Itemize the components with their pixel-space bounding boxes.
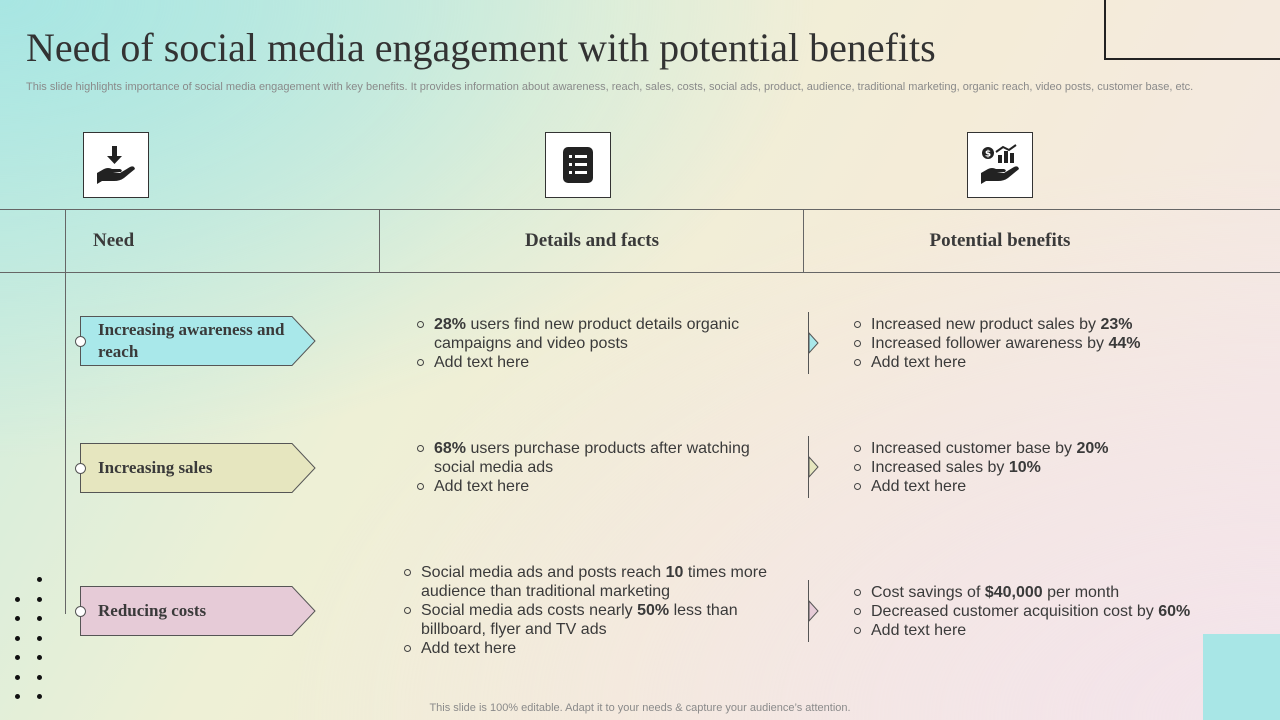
bullet-post-text: users find new product details organic c… [434,316,740,352]
money-growth-hand-icon: $ [967,132,1033,198]
bullet-item: Add text here [403,639,773,658]
bullet-pre-text: Add text here [421,640,517,657]
timeline-line [65,209,66,614]
bullet-item: 68% users purchase products after watchi… [416,439,786,477]
column-header-need: Need [93,230,135,251]
header-divider-2 [803,209,804,272]
need-label: Reducing costs [98,601,207,620]
dot [37,694,42,699]
corner-frame-decoration [1104,0,1280,60]
dot [37,596,42,602]
bullet-bold-text: $40,000 [984,584,1043,601]
bullet-bold-text: 10% [1008,459,1041,476]
bullet-pre-text: Social media ads costs nearly [421,602,638,619]
document-list-icon [545,132,611,198]
column-header-details: Details and facts [524,230,660,251]
bullet-bold-text: 20% [1076,440,1109,457]
bullet-item: Increased sales by 10% [853,458,1233,477]
bullet-pre-text: Add text here [871,622,967,639]
bullet-item: Increased customer base by 20% [853,439,1233,458]
bullet-post-text: less than billboard, flyer and TV ads [421,602,738,638]
bullet-item: Add text here [416,353,786,372]
page-subtitle: This slide highlights importance of soci… [26,81,1194,93]
dot [37,635,42,641]
dot [15,655,20,660]
dot [15,635,20,641]
divider-arrow [808,312,822,374]
dot-grid-decoration [10,575,50,715]
bullet-pre-text: Increased new product sales by [871,316,1101,333]
bullet-post-text: users purchase products after watching s… [434,440,750,476]
teal-block-decoration [1203,634,1280,720]
benefits-list: Increased new product sales by 23% Increa… [853,315,1233,372]
bullet-item: Social media ads and posts reach 10 time… [403,563,773,601]
bullet-item: Add text here [853,477,1233,496]
footer-note: This slide is 100% editable. Adapt it to… [429,702,851,714]
timeline-node [75,463,86,474]
bullet-pre-text: Increased customer base by [871,440,1077,457]
divider-arrow [808,436,822,498]
bullet-item: Add text here [853,621,1233,640]
column-header-benefits: Potential benefits [929,230,1071,251]
bullet-bold-text: 50% [637,602,670,619]
details-list: 28% users find new product details organ… [416,315,786,372]
header-bottom-divider [0,272,1280,273]
timeline-node [75,606,86,617]
dot [15,694,20,699]
bullet-item: Cost savings of $40,000 per month [853,583,1233,602]
dot [15,616,20,621]
need-label: Increasing awareness and reach [98,320,285,361]
divider-arrow [808,580,822,642]
bullet-post-text: times more audience than traditional mar… [421,564,767,600]
svg-text:$: $ [985,150,991,160]
bullet-post-text: per month [1042,584,1120,601]
dot [37,655,42,660]
bullet-pre-text: Add text here [434,354,530,371]
dot [37,577,42,582]
need-tag: Increasing awareness and reach [80,316,316,366]
bullet-item: 28% users find new product details organ… [416,315,786,353]
bullet-pre-text: Increased follower awareness by [871,335,1109,352]
page-title: Need of social media engagement with pot… [26,25,936,70]
need-label: Increasing sales [98,458,213,477]
bullet-pre-text: Add text here [871,478,967,495]
bullet-item: Increased follower awareness by 44% [853,334,1233,353]
bullet-pre-text: Increased sales by [871,459,1009,476]
need-tag: Reducing costs [80,586,316,636]
bullet-pre-text: Cost savings of [871,584,985,601]
bullet-item: Decreased customer acquisition cost by 6… [853,602,1233,621]
details-list: 68% users purchase products after watchi… [416,439,786,496]
hand-receive-icon [83,132,149,198]
bullet-pre-text: Add text here [434,478,530,495]
bullet-bold-text: 28% [434,316,467,333]
bullet-item: Social media ads costs nearly 50% less t… [403,601,773,639]
need-tag: Increasing sales [80,443,316,493]
bullet-item: Add text here [416,477,786,496]
timeline-node [75,336,86,347]
bullet-pre-text: Add text here [871,354,967,371]
bullet-bold-text: 23% [1100,316,1133,333]
bullet-bold-text: 60% [1158,603,1191,620]
bullet-pre-text: Social media ads and posts reach [421,564,666,581]
dot [15,674,20,680]
dot [37,674,42,680]
details-list: Social media ads and posts reach 10 time… [403,563,773,658]
benefits-list: Cost savings of $40,000 per month Decreas… [853,583,1233,640]
bullet-bold-text: 10 [665,564,684,581]
header-top-divider [0,209,1280,210]
dot [37,616,42,621]
bullet-item: Increased new product sales by 23% [853,315,1233,334]
benefits-list: Increased customer base by 20% Increased … [853,439,1233,496]
header-divider-1 [379,209,380,272]
bullet-pre-text: Decreased customer acquisition cost by [871,603,1159,620]
bullet-item: Add text here [853,353,1233,372]
bullet-bold-text: 44% [1108,335,1141,352]
bullet-bold-text: 68% [434,440,467,457]
dot [15,596,20,602]
